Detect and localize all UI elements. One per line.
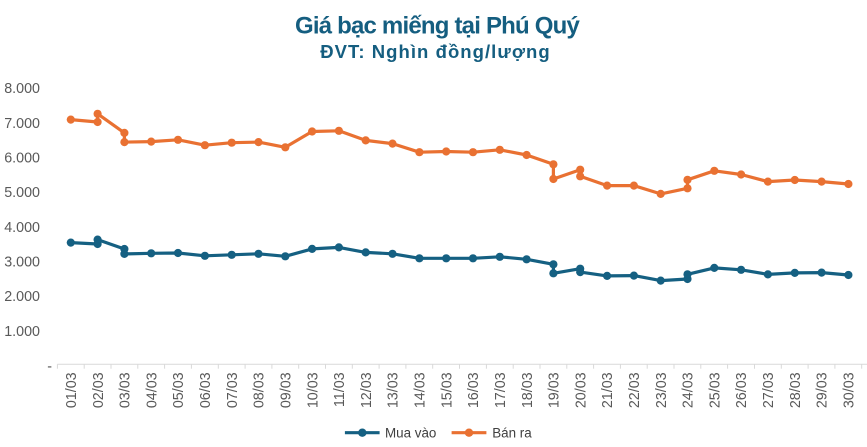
svg-text:21/03: 21/03 — [600, 372, 616, 408]
svg-text:2.000: 2.000 — [4, 289, 40, 305]
svg-text:12/03: 12/03 — [359, 372, 375, 408]
svg-text:06/03: 06/03 — [198, 372, 214, 408]
svg-text:6.000: 6.000 — [4, 151, 40, 167]
svg-text:28/03: 28/03 — [788, 372, 804, 408]
svg-text:05/03: 05/03 — [171, 372, 187, 408]
svg-text:Mua vào: Mua vào — [385, 425, 436, 440]
svg-text:20/03: 20/03 — [573, 372, 589, 408]
svg-text:08/03: 08/03 — [252, 372, 268, 408]
svg-text:3.000: 3.000 — [4, 255, 40, 271]
svg-text:23/03: 23/03 — [654, 372, 670, 408]
svg-text:14/03: 14/03 — [413, 372, 429, 408]
svg-text:Giá bạc miếng tại Phú Quý: Giá bạc miếng tại Phú Quý — [295, 13, 581, 40]
svg-text:26/03: 26/03 — [734, 372, 750, 408]
svg-text:16/03: 16/03 — [466, 372, 482, 408]
svg-text:09/03: 09/03 — [279, 372, 295, 408]
svg-text:24/03: 24/03 — [681, 372, 697, 408]
svg-text:Bán ra: Bán ra — [492, 425, 532, 440]
svg-text:22/03: 22/03 — [627, 372, 643, 408]
svg-text:04/03: 04/03 — [144, 372, 160, 408]
svg-text:30/03: 30/03 — [842, 372, 858, 408]
svg-text:4.000: 4.000 — [4, 220, 40, 236]
svg-text:13/03: 13/03 — [386, 372, 402, 408]
svg-text:1.000: 1.000 — [4, 324, 40, 340]
svg-text:25/03: 25/03 — [707, 372, 723, 408]
svg-text:ĐVT: Nghìn đồng/lượng: ĐVT: Nghìn đồng/lượng — [320, 41, 550, 62]
svg-text:27/03: 27/03 — [761, 372, 777, 408]
svg-text:15/03: 15/03 — [439, 372, 455, 408]
svg-text:10/03: 10/03 — [305, 372, 321, 408]
svg-text:29/03: 29/03 — [815, 372, 831, 408]
svg-text:03/03: 03/03 — [118, 372, 134, 408]
svg-text:7.000: 7.000 — [4, 116, 40, 132]
svg-text:19/03: 19/03 — [547, 372, 563, 408]
svg-text:17/03: 17/03 — [493, 372, 509, 408]
svg-text:18/03: 18/03 — [520, 372, 536, 408]
svg-text:02/03: 02/03 — [91, 372, 107, 408]
svg-text:11/03: 11/03 — [332, 372, 348, 407]
svg-text:5.000: 5.000 — [4, 185, 40, 201]
svg-text:01/03: 01/03 — [64, 372, 80, 408]
svg-text:07/03: 07/03 — [225, 372, 241, 408]
svg-text:-: - — [47, 359, 52, 375]
svg-text:8.000: 8.000 — [4, 81, 40, 97]
